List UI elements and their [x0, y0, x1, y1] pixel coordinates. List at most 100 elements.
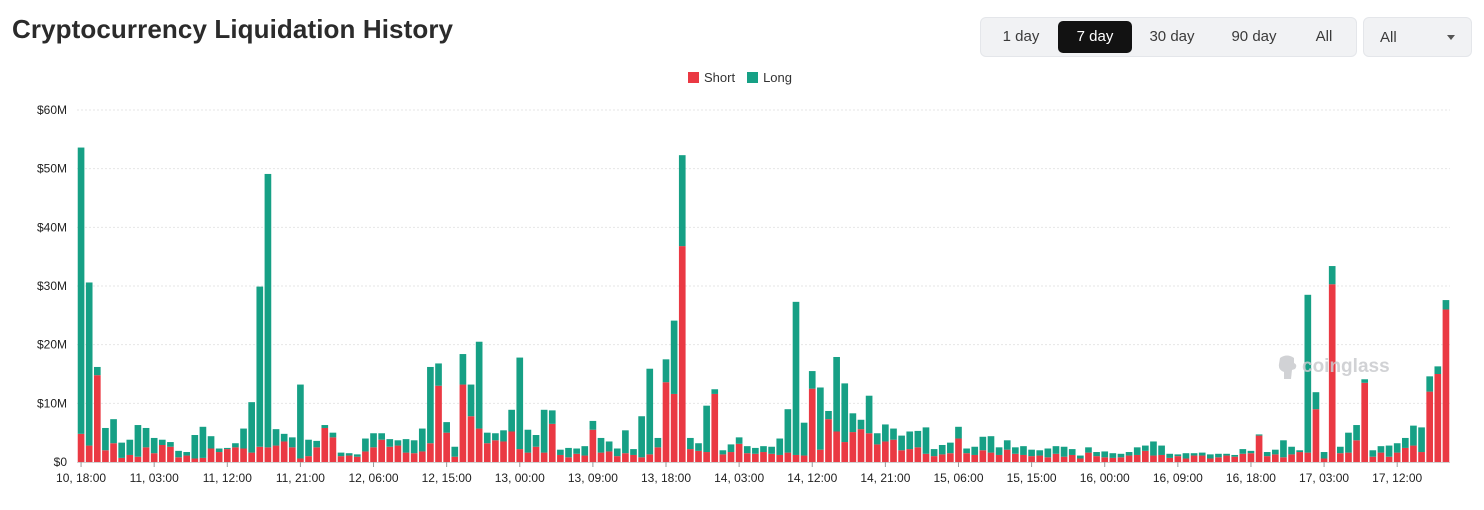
bar-short	[199, 457, 207, 462]
bar-short	[1296, 452, 1304, 462]
bar-short	[711, 393, 719, 462]
range-all-button[interactable]: All	[1315, 28, 1333, 45]
bar-long	[711, 389, 719, 394]
bar-long	[938, 444, 946, 455]
bar-short	[971, 454, 979, 462]
bar-long	[743, 446, 751, 454]
x-tick-label: 17, 12:00	[1372, 471, 1422, 485]
symbol-select[interactable]: All	[1363, 17, 1472, 57]
bar-short	[735, 443, 743, 462]
range-7-day-button[interactable]: 7 day	[1058, 21, 1132, 53]
bar-short	[288, 447, 296, 462]
legend-item-long[interactable]: Long	[747, 70, 792, 85]
bar-long	[435, 363, 442, 386]
bar-short	[752, 453, 759, 462]
bar-long	[865, 395, 873, 434]
coinglass-logo-icon	[1278, 355, 1297, 379]
bar-long	[678, 155, 686, 247]
bar-short	[548, 423, 556, 462]
bar-long	[727, 444, 735, 453]
bar-long	[1093, 452, 1100, 457]
bar-long	[922, 427, 930, 454]
bar-short	[1052, 453, 1060, 462]
bar-long	[963, 448, 970, 454]
bar-short	[272, 445, 280, 462]
bar-short	[800, 455, 808, 462]
bar-short	[321, 427, 329, 462]
bar-long	[670, 320, 678, 394]
y-tick-label: $60M	[37, 103, 67, 117]
x-tick-label: 11, 12:00	[203, 471, 252, 485]
bar-long	[102, 427, 109, 451]
bar-short	[1426, 391, 1434, 462]
x-tick-label: 10, 18:00	[56, 471, 106, 485]
range-30-day-button[interactable]: 30 day	[1149, 28, 1195, 45]
bar-long	[1101, 451, 1109, 458]
bar-short	[102, 450, 109, 462]
bar-short	[378, 439, 385, 462]
bar-short	[1320, 458, 1328, 462]
bar-long	[77, 147, 85, 434]
bar-long	[1223, 453, 1230, 456]
bar-long	[752, 447, 759, 454]
bar-short	[1345, 452, 1352, 462]
bar-short	[1117, 457, 1125, 462]
bar-short	[1198, 455, 1206, 462]
bar-short	[817, 449, 824, 462]
bar-short	[703, 452, 710, 462]
bar-long	[191, 435, 199, 459]
bar-long	[1036, 450, 1044, 456]
bar-long	[565, 447, 572, 458]
bar-long	[1255, 434, 1263, 436]
bar-long	[825, 410, 832, 420]
range-1-day-button[interactable]: 1 day	[1002, 28, 1040, 45]
bar-long	[280, 433, 288, 442]
bar-long	[483, 432, 491, 444]
legend-item-short[interactable]: Short	[688, 70, 735, 85]
bar-short	[622, 453, 629, 462]
range-90-day-button[interactable]: 90 day	[1231, 28, 1277, 45]
bar-long	[524, 429, 532, 453]
y-tick-label: $10M	[37, 396, 67, 410]
bar-short	[1410, 445, 1417, 462]
bar-long	[232, 443, 239, 448]
bar-long	[126, 439, 134, 455]
bar-short	[882, 441, 889, 462]
bar-long	[1125, 452, 1133, 456]
bar-short	[427, 443, 434, 462]
bar-long	[500, 430, 507, 442]
bar-short	[142, 447, 150, 462]
bar-long	[971, 446, 979, 455]
bar-short	[605, 451, 613, 462]
bar-short	[662, 382, 670, 462]
bar-long	[264, 173, 272, 448]
bar-long	[1336, 446, 1344, 454]
bar-long	[256, 286, 264, 447]
bar-short	[1304, 452, 1312, 462]
bar-long	[646, 368, 654, 455]
bar-long	[1190, 453, 1198, 456]
bar-long	[1174, 454, 1182, 457]
coinglass-watermark: coinglass	[1276, 354, 1390, 380]
bar-long	[459, 354, 467, 385]
bar-short	[825, 419, 832, 462]
bar-short	[443, 432, 450, 462]
x-tick-label: 15, 15:00	[1007, 471, 1057, 485]
bar-long	[272, 429, 280, 446]
bar-short	[516, 449, 524, 462]
y-tick-label: $40M	[37, 220, 67, 234]
bar-long	[784, 409, 792, 453]
bar-short	[1215, 457, 1222, 462]
bar-long	[1150, 441, 1157, 456]
bar-long	[378, 433, 385, 440]
bar-short	[727, 452, 735, 462]
bar-long	[183, 452, 191, 456]
bar-long	[760, 446, 767, 453]
bar-long	[573, 448, 580, 454]
bar-long	[857, 419, 865, 430]
bar-long	[85, 282, 93, 446]
bar-short	[410, 453, 418, 462]
bar-long	[817, 387, 824, 450]
bar-long	[1133, 447, 1141, 455]
